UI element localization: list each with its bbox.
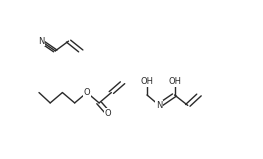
Text: O: O bbox=[84, 88, 90, 97]
Text: N: N bbox=[38, 37, 44, 46]
Text: N: N bbox=[156, 101, 163, 110]
Text: O: O bbox=[105, 109, 112, 118]
Text: OH: OH bbox=[168, 77, 181, 86]
Text: OH: OH bbox=[140, 77, 154, 86]
